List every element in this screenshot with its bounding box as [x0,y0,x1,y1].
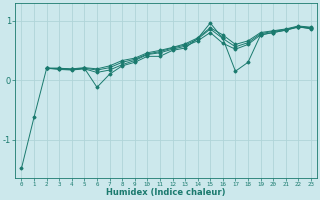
X-axis label: Humidex (Indice chaleur): Humidex (Indice chaleur) [107,188,226,197]
